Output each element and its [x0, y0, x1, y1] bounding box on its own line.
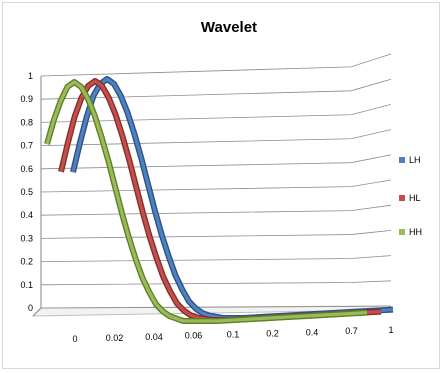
gridline — [40, 204, 392, 216]
gridline — [40, 305, 392, 309]
y-tick-label: 0 — [28, 303, 33, 313]
gridline — [40, 104, 392, 123]
y-tick-label: 1 — [28, 71, 33, 81]
y-axis-ticks: 0 0.1 0.2 0.3 0.4 0.5 0.6 0.7 0.8 0.9 1 — [20, 71, 33, 313]
chart-title: Wavelet — [201, 19, 257, 36]
legend-swatch-hh — [399, 229, 405, 235]
x-tick-label: 0.1 — [227, 330, 240, 340]
gridline — [40, 179, 392, 193]
x-tick-label: 0.02 — [106, 333, 124, 343]
gridline — [40, 230, 392, 239]
y-tick-label: 0.4 — [20, 210, 33, 220]
legend-label-hh: HH — [409, 227, 422, 237]
depth-axis-line — [32, 307, 42, 317]
y-tick-label: 0.1 — [20, 280, 33, 290]
legend-label-hl: HL — [409, 193, 421, 203]
legend-swatch-lh — [399, 157, 405, 163]
y-tick-label: 0.5 — [20, 187, 33, 197]
x-axis-ticks: 0 0.02 0.04 0.06 0.1 0.2 0.4 0.7 1 — [72, 325, 393, 344]
y-tick-label: 0.6 — [20, 164, 33, 174]
x-tick-label: 0.4 — [306, 327, 319, 337]
x-tick-label: 1 — [388, 325, 393, 335]
gridline — [40, 53, 392, 77]
legend-label-lh: LH — [409, 155, 421, 165]
legend: LH HL HH — [399, 155, 422, 237]
gridline — [40, 154, 392, 170]
gridline — [40, 255, 392, 262]
x-tick-label: 0.04 — [145, 332, 163, 342]
y-tick-label: 0.9 — [20, 94, 33, 104]
legend-swatch-hl — [399, 195, 405, 201]
y-tick-label: 0.3 — [20, 233, 33, 243]
series-hh — [44, 79, 368, 324]
y-tick-label: 0.2 — [20, 257, 33, 267]
y-tick-label: 0.8 — [20, 117, 33, 127]
gridline — [40, 280, 392, 286]
x-tick-label: 0.2 — [266, 328, 279, 338]
x-tick-label: 0 — [72, 334, 77, 344]
gridline — [40, 129, 392, 146]
series-line — [45, 80, 368, 323]
gridline — [40, 78, 392, 100]
y-tick-label: 0.7 — [20, 141, 33, 151]
series-layer — [44, 76, 394, 324]
x-tick-label: 0.06 — [185, 331, 203, 341]
x-tick-label: 0.7 — [345, 326, 358, 336]
